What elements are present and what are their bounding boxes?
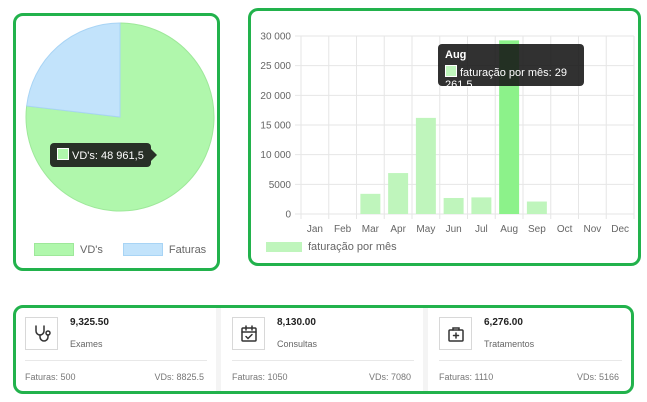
card-label: Exames bbox=[70, 339, 103, 349]
first-aid-kit-icon bbox=[439, 317, 472, 350]
x-tick-label: Oct bbox=[557, 224, 573, 235]
bar-tooltip-title: Aug bbox=[445, 49, 467, 61]
card-exames: 9,325.50 Exames Faturas: 500 VDs: 8825.5 bbox=[16, 308, 216, 391]
tooltip-caret bbox=[150, 149, 157, 161]
bar-legend: faturação por mês bbox=[266, 241, 397, 253]
pie-slice-faturas[interactable] bbox=[26, 22, 121, 118]
pie-tooltip: VD's: 48 961,5 bbox=[50, 143, 157, 167]
legend-label-faturacao[interactable]: faturação por mês bbox=[308, 241, 397, 253]
card-divider bbox=[439, 360, 622, 361]
y-tick-label: 10 000 bbox=[260, 150, 291, 161]
x-tick-label: Dec bbox=[611, 224, 629, 235]
legend-swatch-vds[interactable] bbox=[34, 243, 74, 256]
legend-swatch-faturas[interactable] bbox=[122, 243, 163, 256]
tooltip-swatch bbox=[57, 148, 69, 160]
card-consultas: 8,130.00 Consultas Faturas: 1050 VDs: 70… bbox=[223, 308, 423, 391]
card-label: Tratamentos bbox=[484, 339, 535, 349]
card-value: 8,130.00 bbox=[277, 317, 316, 328]
y-tick-label: 30 000 bbox=[260, 32, 291, 43]
bar-mar[interactable] bbox=[360, 193, 381, 214]
calendar-check-icon bbox=[232, 317, 265, 350]
stethoscope-icon bbox=[25, 317, 58, 350]
pie-legend: VD's Faturas bbox=[34, 243, 206, 256]
legend-label-faturas[interactable]: Faturas bbox=[168, 243, 207, 256]
summary-cards-panel: 9,325.50 Exames Faturas: 500 VDs: 8825.5… bbox=[13, 305, 634, 394]
x-tick-label: Jul bbox=[475, 224, 488, 235]
y-tick-label: 5000 bbox=[269, 180, 292, 191]
card-separator bbox=[216, 308, 221, 391]
card-tratamentos: 6,276.00 Tratamentos Faturas: 1110 VDs: … bbox=[430, 308, 631, 391]
x-tick-label: Jan bbox=[307, 224, 323, 235]
card-divider bbox=[232, 360, 414, 361]
tooltip-swatch bbox=[445, 65, 457, 77]
x-tick-label: Jun bbox=[446, 224, 462, 235]
card-value: 6,276.00 bbox=[484, 317, 523, 328]
card-value: 9,325.50 bbox=[70, 317, 109, 328]
x-tick-label: Feb bbox=[334, 224, 352, 235]
y-tick-label: 25 000 bbox=[260, 61, 291, 72]
y-tick-label: 0 bbox=[285, 210, 291, 221]
x-tick-label: Sep bbox=[528, 224, 546, 235]
pie-tooltip-label: VD's: 48 961,5 bbox=[72, 150, 144, 162]
x-tick-label: Nov bbox=[583, 224, 601, 235]
y-tick-label: 20 000 bbox=[260, 91, 291, 102]
card-vds: VDs: 5166 bbox=[576, 372, 619, 382]
legend-label-vds[interactable]: VD's bbox=[80, 243, 103, 256]
card-faturas: Faturas: 1110 bbox=[439, 372, 494, 382]
x-tick-label: Aug bbox=[500, 224, 518, 235]
bar-tooltip-label: faturação por mês: 29 261,5 bbox=[445, 67, 568, 91]
card-faturas: Faturas: 500 bbox=[25, 372, 76, 382]
x-tick-label: May bbox=[416, 224, 435, 235]
x-tick-label: Apr bbox=[390, 224, 406, 235]
pie-chart bbox=[25, 22, 215, 212]
bar-tooltip: Aug faturação por mês: 29 261,5 bbox=[438, 44, 584, 91]
card-faturas: Faturas: 1050 bbox=[232, 372, 288, 382]
bar-sep[interactable] bbox=[526, 201, 547, 214]
bar-jun[interactable] bbox=[443, 197, 464, 214]
bar-chart-panel: 0 5000 10 000 15 000 20 000 25 000 30 000 Jan Fe… bbox=[248, 8, 641, 266]
bar-jul[interactable] bbox=[471, 197, 492, 214]
card-label: Consultas bbox=[277, 339, 318, 349]
bar-may[interactable] bbox=[415, 117, 436, 214]
card-vds: VDs: 7080 bbox=[368, 372, 411, 382]
pie-chart-panel: VD's: 48 961,5 VD's Faturas bbox=[13, 13, 220, 271]
card-vds: VDs: 8825.5 bbox=[154, 372, 204, 382]
bar-apr[interactable] bbox=[388, 173, 409, 214]
legend-swatch-faturacao[interactable] bbox=[266, 242, 302, 252]
card-separator bbox=[423, 308, 428, 391]
card-divider bbox=[25, 360, 207, 361]
y-tick-label: 15 000 bbox=[260, 121, 291, 132]
x-tick-label: Mar bbox=[362, 224, 380, 235]
